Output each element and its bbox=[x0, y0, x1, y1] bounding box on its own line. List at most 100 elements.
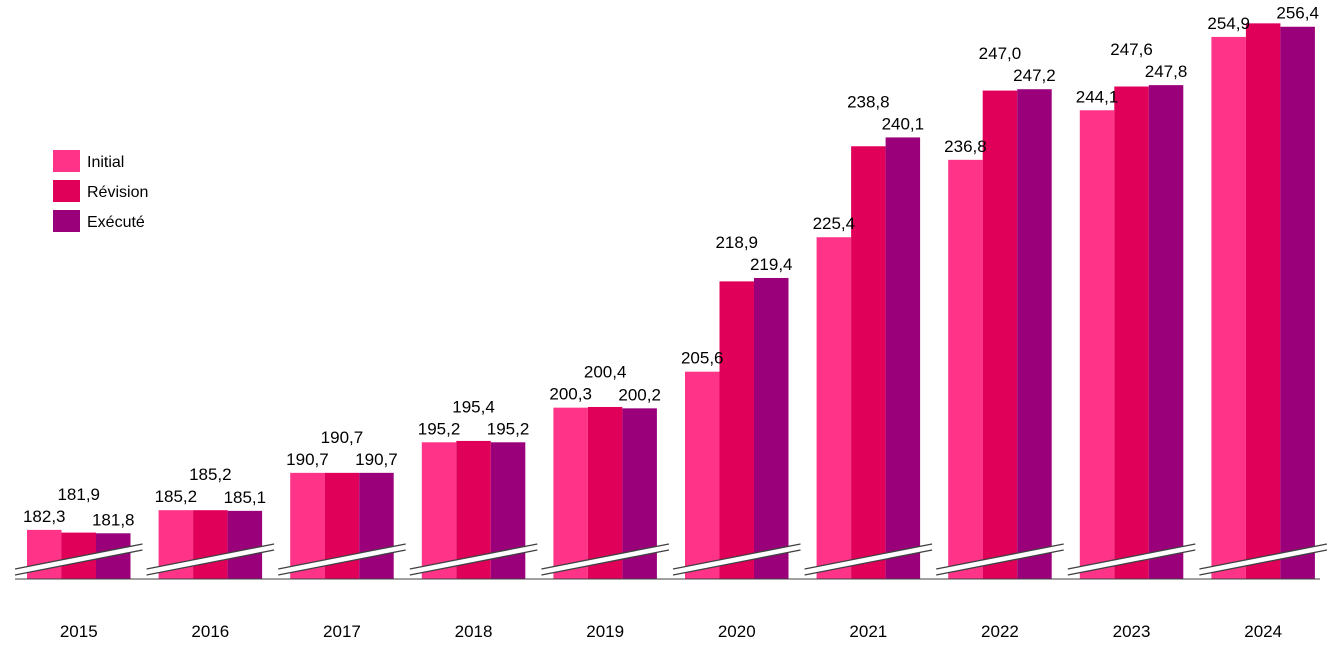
bar-excut-2022 bbox=[1017, 89, 1052, 580]
axis-break-edge-bottom-2024 bbox=[1199, 549, 1328, 576]
data-label-excut-2019: 200,2 bbox=[618, 385, 661, 404]
data-label-excut-2024: 256,4 bbox=[1276, 4, 1319, 23]
x-tick-label-2022: 2022 bbox=[981, 622, 1019, 641]
bar-rvision-2024 bbox=[1245, 23, 1281, 580]
x-tick-label-2016: 2016 bbox=[191, 622, 229, 641]
data-label-initial-2016: 185,2 bbox=[155, 487, 198, 506]
axis-break-edge-top-2020 bbox=[672, 543, 801, 570]
data-label-excut-2017: 190,7 bbox=[355, 450, 398, 469]
axis-break-edge-bottom-2018 bbox=[409, 549, 538, 576]
data-label-initial-2015: 182,3 bbox=[23, 507, 66, 526]
legend-swatch-1 bbox=[53, 150, 80, 172]
bar-excut-2023 bbox=[1148, 85, 1184, 579]
axis-break-edge-bottom-2023 bbox=[1067, 549, 1196, 576]
bar-excut-2024 bbox=[1280, 26, 1315, 580]
x-tick-label-2020: 2020 bbox=[718, 622, 756, 641]
legend-label-1: Initial bbox=[87, 154, 124, 171]
axis-break-2023 bbox=[1067, 544, 1196, 575]
axis-break-2016 bbox=[146, 544, 275, 575]
x-tick-label-2015: 2015 bbox=[60, 622, 98, 641]
axis-break-edge-top-2019 bbox=[541, 543, 670, 570]
data-label-initial-2017: 190,7 bbox=[286, 450, 329, 469]
bar-excut-2021 bbox=[885, 137, 921, 580]
axis-break-edge-bottom-2022 bbox=[936, 549, 1064, 576]
data-label-rvision-2022: 247,0 bbox=[979, 44, 1022, 63]
axis-break-2024 bbox=[1199, 544, 1327, 575]
x-tick-label-2024: 2024 bbox=[1244, 622, 1282, 641]
axis-break-2022 bbox=[936, 544, 1064, 575]
axis-break-edge-bottom-2016 bbox=[146, 549, 275, 576]
data-label-rvision-2016: 185,2 bbox=[189, 465, 232, 484]
data-label-rvision-2024: 256,9 bbox=[1242, 0, 1285, 1]
axis-break-layer bbox=[14, 543, 1328, 576]
axis-break-edge-top-2017 bbox=[278, 543, 406, 570]
bar-rvision-2023 bbox=[1114, 86, 1149, 579]
x-tick-label-2023: 2023 bbox=[1113, 622, 1151, 641]
data-label-rvision-2018: 195,4 bbox=[452, 397, 495, 416]
bar-initial-2018 bbox=[421, 442, 457, 579]
data-label-initial-2022: 236,8 bbox=[944, 137, 987, 156]
axis-break-edge-top-2021 bbox=[804, 543, 933, 570]
data-label-rvision-2017: 190,7 bbox=[321, 428, 364, 447]
data-label-excut-2022: 247,2 bbox=[1013, 66, 1056, 85]
bar-initial-2020 bbox=[685, 371, 720, 579]
bar-excut-2016 bbox=[227, 510, 263, 579]
axis-break-2017 bbox=[278, 544, 406, 575]
axis-break-2019 bbox=[541, 544, 669, 575]
bar-rvision-2016 bbox=[193, 510, 228, 579]
x-tick-label-2019: 2019 bbox=[586, 622, 624, 641]
data-label-excut-2023: 247,8 bbox=[1145, 62, 1188, 81]
x-tick-label-2017: 2017 bbox=[323, 622, 361, 641]
bars-layer bbox=[27, 23, 1315, 580]
category-labels-layer: 2015 2016 2017 2018 2019 2020 2021 2022 2023 2024 bbox=[60, 622, 1282, 641]
x-tick-label-2018: 2018 bbox=[455, 622, 493, 641]
axis-break-2020 bbox=[673, 544, 801, 575]
bar-initial-2024 bbox=[1211, 36, 1246, 580]
data-label-rvision-2015: 181,9 bbox=[57, 485, 100, 504]
axis-break-2015 bbox=[15, 544, 143, 575]
data-label-initial-2023: 244,1 bbox=[1076, 87, 1119, 106]
axis-break-edge-top-2018 bbox=[409, 543, 538, 570]
bar-initial-2022 bbox=[948, 159, 983, 579]
axis-break-edge-top-2024 bbox=[1199, 543, 1328, 570]
axis-break-edge-bottom-2015 bbox=[14, 549, 143, 576]
data-label-excut-2016: 185,1 bbox=[224, 488, 267, 507]
data-label-initial-2018: 195,2 bbox=[418, 419, 461, 438]
data-label-rvision-2019: 200,4 bbox=[584, 363, 627, 382]
data-label-initial-2024: 254,9 bbox=[1207, 14, 1250, 33]
value-labels-layer: 182,3 181,9 181,8 185,2 185,2 185,1 190,7 190,7… bbox=[23, 0, 1319, 529]
data-label-rvision-2023: 247,6 bbox=[1110, 40, 1153, 59]
axis-break-edge-bottom-2021 bbox=[804, 549, 933, 576]
x-tick-label-2021: 2021 bbox=[849, 622, 887, 641]
axis-break-edge-bottom-2020 bbox=[672, 549, 801, 576]
bar-initial-2019 bbox=[553, 407, 588, 579]
axis-break-edge-bottom-2017 bbox=[278, 549, 406, 576]
axis-break-edge-bottom-2019 bbox=[541, 549, 670, 576]
axis-break-2021 bbox=[804, 544, 933, 575]
data-label-excut-2021: 240,1 bbox=[882, 114, 925, 133]
data-label-excut-2020: 219,4 bbox=[750, 255, 793, 274]
legend: Initial Révision Exécuté bbox=[53, 150, 148, 232]
axis-break-edge-top-2016 bbox=[146, 543, 275, 570]
data-label-excut-2018: 195,2 bbox=[487, 419, 530, 438]
legend-label-3: Exécuté bbox=[87, 214, 145, 231]
data-label-initial-2020: 205,6 bbox=[681, 349, 724, 368]
data-label-rvision-2021: 238,8 bbox=[847, 92, 890, 111]
bar-rvision-2022 bbox=[982, 90, 1018, 579]
bar-rvision-2020 bbox=[719, 281, 754, 579]
legend-label-2: Révision bbox=[87, 184, 148, 201]
bar-initial-2021 bbox=[816, 237, 852, 580]
data-label-rvision-2020: 218,9 bbox=[715, 233, 758, 252]
legend-swatch-2 bbox=[53, 180, 80, 202]
axis-break-edge-top-2022 bbox=[936, 543, 1064, 570]
bar-rvision-2021 bbox=[851, 146, 886, 579]
bar-initial-2023 bbox=[1079, 110, 1115, 579]
axis-break-2018 bbox=[409, 544, 538, 575]
bar-rvision-2019 bbox=[587, 406, 623, 579]
bar-excut-2017 bbox=[359, 472, 394, 579]
data-label-initial-2019: 200,3 bbox=[549, 385, 592, 404]
data-label-initial-2021: 225,4 bbox=[813, 214, 856, 233]
bar-excut-2020 bbox=[754, 277, 789, 579]
